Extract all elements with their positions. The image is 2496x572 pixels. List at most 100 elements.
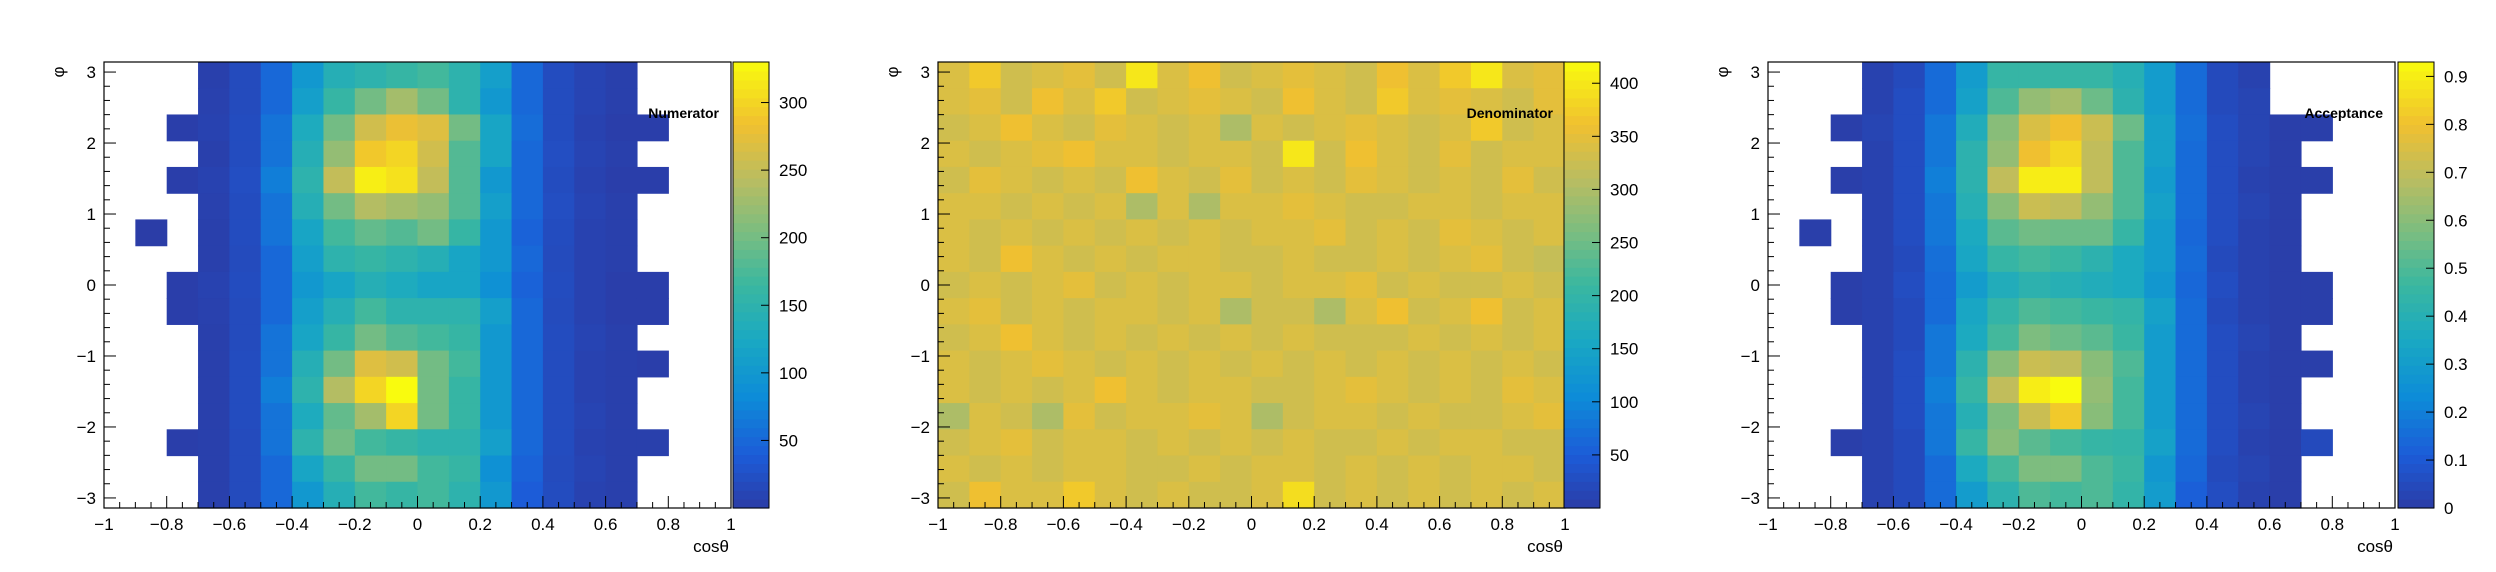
- heatmap-cell: [1063, 88, 1096, 116]
- color-bar-step: [2398, 409, 2434, 420]
- heatmap-cell: [1188, 429, 1221, 457]
- heatmap-cell: [636, 429, 669, 457]
- color-bar-label: 150: [1610, 340, 1638, 359]
- heatmap-cell: [1924, 271, 1957, 299]
- heatmap-cell: [1220, 271, 1253, 299]
- heatmap-cell: [2175, 455, 2208, 483]
- color-bar-step: [1564, 320, 1600, 331]
- heatmap-cell: [1094, 62, 1127, 89]
- color-bar-step: [733, 392, 769, 402]
- heatmap-cell: [2300, 298, 2333, 325]
- color-bar-step: [733, 213, 769, 224]
- heatmap-cell: [1376, 403, 1409, 430]
- heatmap-cell: [542, 193, 575, 221]
- x-tick-label: −0.8: [984, 515, 1018, 534]
- heatmap-cell: [1094, 376, 1127, 404]
- color-bar-label: 300: [779, 94, 807, 113]
- heatmap-cell: [1220, 350, 1253, 378]
- color-bar-step: [2398, 347, 2434, 357]
- heatmap-cell: [1470, 376, 1503, 404]
- heatmap-cell: [2144, 455, 2177, 483]
- color-bar-step: [733, 374, 769, 384]
- heatmap-cell: [938, 245, 970, 273]
- heatmap-cell: [1893, 429, 1926, 457]
- color-bar-step: [2398, 240, 2434, 250]
- heatmap-cell: [1987, 455, 2020, 483]
- heatmap-cell: [1094, 114, 1127, 142]
- heatmap-cell: [1094, 350, 1127, 378]
- color-bar-step: [2398, 463, 2434, 473]
- heatmap-cell: [574, 245, 607, 273]
- x-tick-label: 0.8: [1490, 515, 1514, 534]
- heatmap-cell: [1188, 114, 1221, 142]
- heatmap-cell: [1987, 114, 2020, 142]
- heatmap-cell: [1126, 324, 1159, 352]
- heatmap-cell: [1533, 62, 1566, 89]
- heatmap-cell: [1282, 62, 1315, 89]
- heatmap-cell: [417, 429, 450, 457]
- color-bar-step: [733, 347, 769, 357]
- heatmap-cell: [1893, 62, 1926, 89]
- color-bar-step: [733, 222, 769, 233]
- heatmap-cell: [1345, 271, 1378, 299]
- x-tick-label: −0.2: [2002, 515, 2036, 534]
- color-bar-frame: [2397, 61, 2435, 509]
- panel-numerator: −1 −0.8 −0.6 −0.4 −0.2 0 0.2 0.4 0.6 0.8 1 cosθ −3 −2…: [49, 61, 807, 556]
- heatmap-cell: [1251, 193, 1284, 221]
- heatmap-cell: [1376, 140, 1409, 168]
- heatmap-cell: [542, 403, 575, 430]
- heatmap-cell: [542, 324, 575, 352]
- heatmap-cell: [292, 62, 325, 89]
- heatmap-cell: [1345, 62, 1378, 89]
- heatmap-cell: [1345, 140, 1378, 168]
- heatmap-cell: [417, 88, 450, 116]
- heatmap-cell: [1032, 140, 1064, 168]
- heatmap-cell: [1924, 350, 1957, 378]
- heatmap-cell: [386, 403, 419, 430]
- heatmap-cell: [1157, 429, 1190, 457]
- color-bar-frame: [1563, 61, 1601, 509]
- heatmap-cell: [2144, 193, 2177, 221]
- heatmap-cell: [1956, 298, 1989, 325]
- color-bar-step: [2398, 106, 2434, 117]
- heatmap-cell: [2238, 298, 2271, 325]
- heatmap-cell: [480, 88, 513, 116]
- heatmap-cell: [2175, 350, 2208, 378]
- heatmap-cell: [2050, 455, 2083, 483]
- heatmap-cell: [1000, 193, 1033, 221]
- heatmap-cell: [1439, 140, 1472, 168]
- heatmap-cell: [2144, 62, 2177, 89]
- y-axis: −3 −2 −1 0 1 2 3 φ: [1713, 63, 1780, 508]
- color-bar-step: [733, 499, 769, 509]
- heatmap-cell: [1063, 62, 1096, 89]
- heatmap-cell: [1063, 271, 1096, 299]
- heatmap-cell: [260, 114, 293, 142]
- heatmap-cell: [1126, 271, 1159, 299]
- heatmap-cell: [354, 166, 387, 194]
- heatmap-cell: [1251, 140, 1284, 168]
- heatmap-cell: [1408, 166, 1441, 194]
- heatmap-cell: [542, 271, 575, 299]
- heatmap-cell: [1987, 140, 2020, 168]
- heatmap-cell: [448, 245, 481, 273]
- x-tick-label: 1: [2390, 515, 2399, 534]
- heatmap-cell: [1439, 114, 1472, 142]
- heatmap-cell: [1893, 271, 1926, 299]
- heatmap-cell: [1094, 403, 1127, 430]
- color-bar-step: [2398, 160, 2434, 170]
- heatmap-cell: [969, 429, 1002, 457]
- heatmap-cell: [448, 193, 481, 221]
- y-tick-label: −3: [77, 489, 96, 508]
- color-bar-step: [733, 204, 769, 215]
- heatmap-cell: [480, 350, 513, 378]
- heatmap-cell: [511, 166, 544, 194]
- heatmap-cell: [1094, 298, 1127, 325]
- heatmap-cell: [2269, 114, 2302, 142]
- heatmap-cell: [2144, 324, 2177, 352]
- color-bar-step: [1564, 231, 1600, 241]
- heatmap-cell: [1376, 324, 1409, 352]
- color-bar-step: [2398, 276, 2434, 286]
- x-axis: −1 −0.8 −0.6 −0.4 −0.2 0 0.2 0.4 0.6 0.8 1 cosθ: [1758, 496, 2400, 556]
- heatmap-cell: [354, 88, 387, 116]
- color-bar-step: [733, 383, 769, 393]
